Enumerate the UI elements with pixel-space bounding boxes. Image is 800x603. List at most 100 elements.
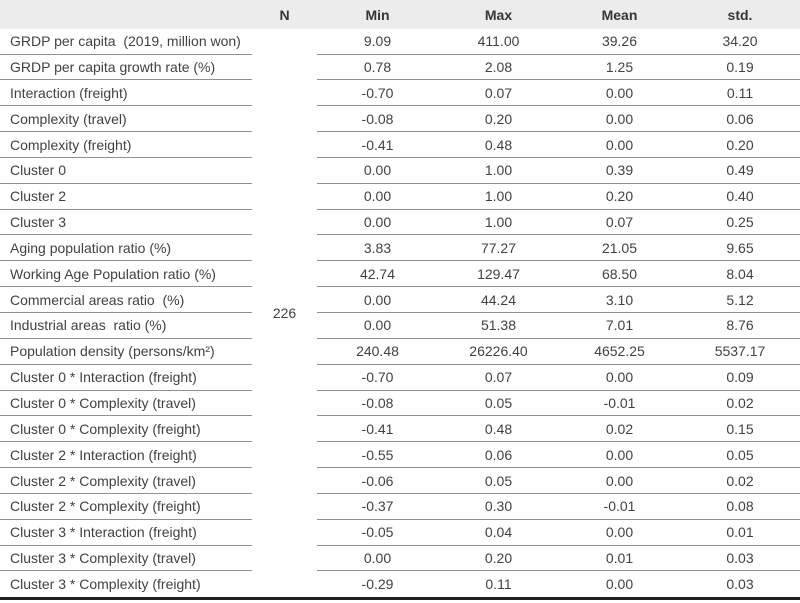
table-row: Commercial areas ratio (%) 0.00 44.24 3.… [0,286,800,314]
table-row: Working Age Population ratio (%) 42.74 1… [0,260,800,288]
col-header-n: N [252,0,317,29]
mean-value: -0.01 [559,390,680,417]
mean-value: 0.00 [559,79,680,107]
std-value: 8.76 [680,312,800,339]
min-value: 0.00 [317,157,438,184]
col-header-min: Min [317,0,438,29]
table-row: Population density (persons/km²) 240.48 … [0,338,800,365]
min-value: 0.78 [317,54,438,81]
table-row: Cluster 2 * Complexity (travel) -0.06 0.… [0,467,800,494]
table-row: Cluster 0 * Interaction (freight) -0.70 … [0,364,800,391]
col-header-max: Max [438,0,559,29]
mean-value: 0.02 [559,415,680,443]
col-header-mean: Mean [559,0,680,29]
std-value: 8.04 [680,260,800,288]
max-value: 0.20 [438,545,559,572]
col-header-std: std. [680,0,800,29]
max-value: 1.00 [438,183,559,210]
table-row: Interaction (freight) -0.70 0.07 0.00 0.… [0,79,800,107]
std-value: 0.11 [680,79,800,107]
variable-label: Cluster 0 * Interaction (freight) [0,364,252,391]
table-row: Industrial areas ratio (%) 0.00 51.38 7.… [0,312,800,339]
min-value: -0.37 [317,493,438,520]
min-value: -0.08 [317,390,438,417]
min-value: 42.74 [317,260,438,288]
table-row: Cluster 2 * Complexity (freight) -0.37 0… [0,493,800,520]
min-value: -0.08 [317,105,438,133]
n-merged-cell: 226 [272,305,297,321]
min-value: -0.70 [317,79,438,107]
min-value: 9.09 [317,29,438,55]
min-value: -0.41 [317,415,438,443]
max-value: 411.00 [438,29,559,55]
std-value: 0.08 [680,493,800,520]
variable-label: Complexity (travel) [0,105,252,133]
variable-label: GRDP per capita growth rate (%) [0,54,252,81]
std-value: 0.05 [680,441,800,469]
std-value: 0.15 [680,415,800,443]
mean-value: 21.05 [559,234,680,262]
variable-label: Cluster 3 * Complexity (travel) [0,545,252,572]
mean-value: 0.39 [559,157,680,184]
std-value: 9.65 [680,234,800,262]
mean-value: 3.10 [559,286,680,314]
max-value: 51.38 [438,312,559,339]
mean-value: 0.01 [559,545,680,572]
variable-label: Commercial areas ratio (%) [0,286,252,314]
variable-label: Interaction (freight) [0,79,252,107]
variable-label: GRDP per capita (2019, million won) [0,29,252,55]
max-value: 129.47 [438,260,559,288]
mean-value: 0.00 [559,364,680,391]
variable-label: Population density (persons/km²) [0,338,252,365]
table-row: Cluster 0 * Complexity (freight) -0.41 0… [0,415,800,443]
std-value: 34.20 [680,29,800,55]
mean-value: 7.01 [559,312,680,339]
variable-label: Working Age Population ratio (%) [0,260,252,288]
table-row: Complexity (travel) -0.08 0.20 0.00 0.06 [0,105,800,133]
variable-label: Cluster 2 [0,183,252,210]
table-row: Cluster 3 0.00 1.00 0.07 0.25 [0,209,800,236]
variable-label: Cluster 0 [0,157,252,184]
max-value: 0.06 [438,441,559,469]
variable-label: Cluster 3 * Interaction (freight) [0,519,252,546]
mean-value: 0.00 [559,467,680,494]
min-value: 0.00 [317,209,438,236]
mean-value: 0.00 [559,105,680,133]
max-value: 0.30 [438,493,559,520]
max-value: 0.07 [438,364,559,391]
max-value: 2.08 [438,54,559,81]
mean-value: 1.25 [559,54,680,81]
mean-value: 0.00 [605,576,634,593]
min-value: 3.83 [317,234,438,262]
std-value: 0.40 [680,183,800,210]
max-value: 0.20 [438,105,559,133]
table-row: Aging population ratio (%) 3.83 77.27 21… [0,234,800,262]
mean-value: 0.00 [559,441,680,469]
min-value: 0.00 [317,312,438,339]
max-value: 0.07 [438,79,559,107]
table-row: Cluster 3 * Interaction (freight) -0.05 … [0,519,800,546]
table-row: GRDP per capita growth rate (%) 0.78 2.0… [0,54,800,81]
table-body: GRDP per capita (2019, million won) 226 9… [0,29,800,599]
min-value: -0.41 [317,131,438,158]
std-value: 0.02 [680,390,800,417]
mean-value: 4652.25 [559,338,680,365]
col-header-variable [0,0,252,29]
mean-value: 68.50 [559,260,680,288]
mean-value: 0.00 [559,519,680,546]
variable-label: Industrial areas ratio (%) [0,312,252,339]
std-value: 0.06 [680,105,800,133]
mean-value: 39.26 [559,29,680,55]
mean-value: 0.00 [559,131,680,158]
max-value: 26226.40 [438,338,559,365]
min-value: -0.06 [317,467,438,494]
max-value: 0.48 [438,415,559,443]
std-value: 0.03 [726,576,754,593]
max-value: 1.00 [438,157,559,184]
min-value: 0.00 [317,286,438,314]
table-header: N Min Max Mean std. [0,0,800,29]
variable-label: Aging population ratio (%) [0,234,252,262]
max-value: 44.24 [438,286,559,314]
min-value: -0.05 [317,519,438,546]
